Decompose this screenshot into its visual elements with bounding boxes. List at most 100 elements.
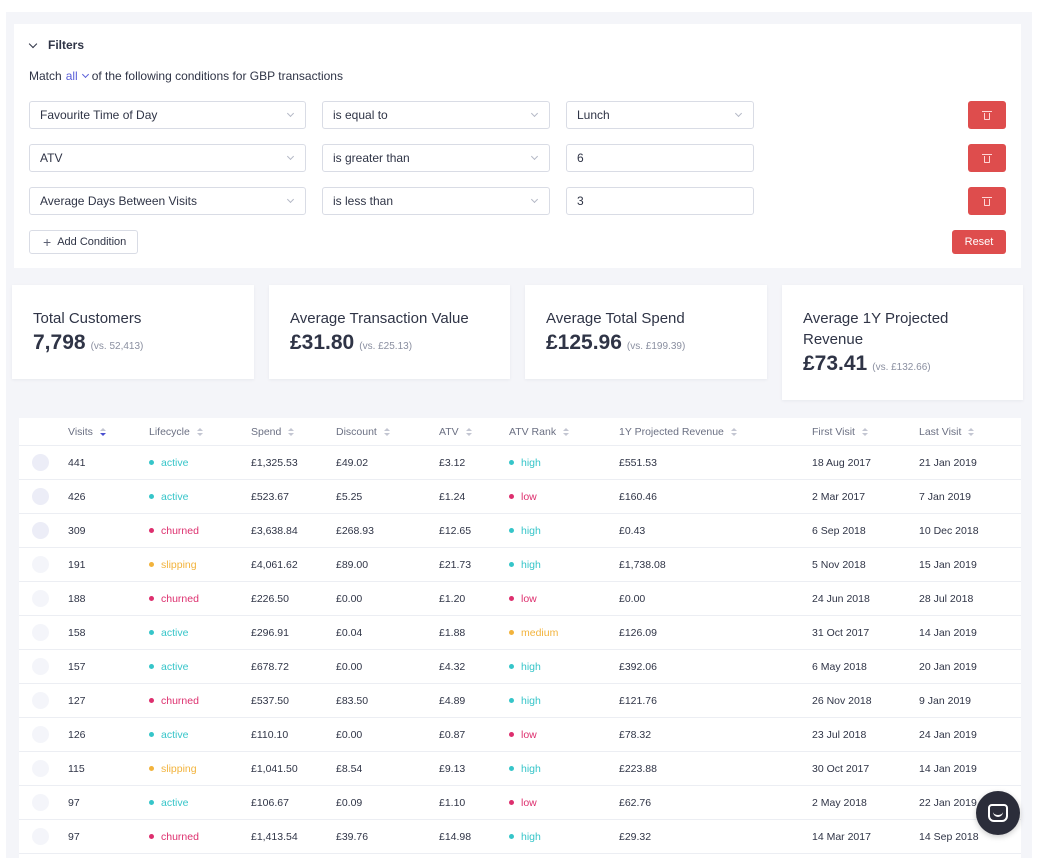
avatar [32,556,49,573]
cell-1y-projected-revenue: £551.53 [619,457,657,469]
table-row[interactable]: 426 active £523.67 £5.25 £1.24 low £160.46 2 Ma… [19,480,1021,514]
cell-atv-rank: high [509,457,541,469]
cell-first-visit: 14 Mar 2017 [812,831,871,843]
sort-icon [465,428,472,436]
cell-last-visit: 22 Jan 2019 [919,797,977,809]
column-header-visits[interactable]: Visits [68,426,106,438]
column-header-1y-projected-revenue[interactable]: 1Y Projected Revenue [619,426,737,438]
filters-toggle[interactable]: Filters [28,38,84,52]
table-row[interactable]: 115 slipping £1,041.50 £8.54 £9.13 high £223.8… [19,752,1021,786]
header-divider [19,445,1021,446]
table-row[interactable]: 97 active £106.67 £0.09 £1.10 low £62.76 2 May … [19,786,1021,820]
condition-field-select[interactable]: Favourite Time of Day [29,101,306,129]
column-header-spend[interactable]: Spend [251,426,295,438]
table-row[interactable]: 191 slipping £4,061.62 £89.00 £21.73 high £1,7… [19,548,1021,582]
lifecycle-badge: active [161,457,189,469]
table-row[interactable]: 158 active £296.91 £0.04 £1.88 medium £126.09 3… [19,616,1021,650]
table-row[interactable]: 126 active £110.10 £0.00 £0.87 low £78.32 23 Ju… [19,718,1021,752]
metric-card-average-transaction-value: Average Transaction Value £31.80 (vs. £2… [269,285,510,379]
condition-operator-text: is less than [333,194,394,208]
cell-1y-projected-revenue: £126.09 [619,627,657,639]
condition-field-select[interactable]: ATV [29,144,306,172]
column-header-label: Visits [68,426,93,438]
chevron-down-icon [286,152,295,161]
cell-1y-projected-revenue: £0.00 [619,593,646,605]
status-dot-icon [509,731,514,737]
column-header-lifecycle[interactable]: Lifecycle [149,426,203,438]
cell-atv-rank: high [509,661,541,673]
chevron-down-icon [530,195,539,204]
add-condition-label: Add Condition [57,236,127,248]
lifecycle-badge: active [161,729,189,741]
cell-first-visit: 23 Jul 2018 [812,729,867,741]
cell-discount: £8.54 [336,763,363,775]
lifecycle-badge: active [161,627,189,639]
avatar [32,624,49,641]
column-header-atv-rank[interactable]: ATV Rank [509,426,570,438]
cell-atv: £1.20 [439,593,466,605]
status-dot-icon [149,799,154,805]
metric-value: £125.96 [546,331,622,354]
avatar [32,522,49,539]
avatar [32,760,49,777]
status-dot-icon [149,697,154,703]
match-mode-dropdown[interactable]: all [66,69,89,83]
atv-rank-badge: low [521,797,537,809]
reset-button[interactable]: Reset [952,230,1006,254]
delete-condition-button[interactable] [968,101,1006,129]
chat-launcher-button[interactable] [976,791,1020,835]
cell-spend: £296.91 [251,627,289,639]
status-dot-icon [509,459,514,465]
table-row[interactable]: 441 active £1,325.53 £49.02 £3.12 high £551.53… [19,446,1021,480]
status-dot-icon [149,629,154,635]
delete-condition-button[interactable] [968,187,1006,215]
delete-condition-button[interactable] [968,144,1006,172]
table-row[interactable]: 188 churned £226.50 £0.00 £1.20 low £0.00 24 Ju… [19,582,1021,616]
lifecycle-badge: active [161,661,189,673]
cell-1y-projected-revenue: £392.06 [619,661,657,673]
column-header-first-visit[interactable]: First Visit [812,426,868,438]
table-row[interactable]: 157 active £678.72 £0.00 £4.32 high £392.06 6 M… [19,650,1021,684]
table-row[interactable]: 309 churned £3,638.84 £268.93 £12.65 high £0.4… [19,514,1021,548]
status-dot-icon [149,561,154,567]
cell-visits: 309 [68,525,86,537]
condition-field-select[interactable]: Average Days Between Visits [29,187,306,215]
cell-atv-rank: high [509,831,541,843]
column-header-label: 1Y Projected Revenue [619,426,724,438]
condition-value-input[interactable]: 6 [566,144,754,172]
condition-value-input[interactable]: 3 [566,187,754,215]
column-header-label: ATV Rank [509,426,557,438]
add-condition-button[interactable]: + Add Condition [29,230,138,254]
cell-lifecycle: active [149,661,188,673]
cell-discount: £0.00 [336,729,363,741]
avatar [32,794,49,811]
sort-icon [730,428,737,436]
cell-last-visit: 7 Jan 2019 [919,491,971,503]
status-dot-icon [149,459,154,465]
atv-rank-badge: high [521,661,541,673]
cell-atv: £9.13 [439,763,466,775]
condition-value-select[interactable]: Lunch [566,101,754,129]
cell-discount: £5.25 [336,491,363,503]
cell-atv-rank: medium [509,627,558,639]
cell-lifecycle: active [149,729,188,741]
column-header-atv[interactable]: ATV [439,426,472,438]
condition-operator-select[interactable]: is less than [322,187,550,215]
column-header-last-visit[interactable]: Last Visit [919,426,975,438]
status-dot-icon [509,629,514,635]
cell-last-visit: 24 Jan 2019 [919,729,977,741]
cell-last-visit: 28 Jul 2018 [919,593,974,605]
condition-operator-text: is equal to [333,108,388,122]
match-suffix: of the following conditions for GBP tran… [91,69,343,83]
cell-atv: £21.73 [439,559,472,571]
metric-card-average-1y-projected-revenue: Average 1Y Projected Revenue £73.41 (vs.… [782,285,1023,400]
table-row[interactable]: 97 churned £1,413.54 £39.76 £14.98 high £29.32… [19,820,1021,854]
cell-visits: 158 [68,627,86,639]
condition-operator-select[interactable]: is equal to [322,101,550,129]
table-row[interactable]: 127 churned £537.50 £83.50 £4.89 high £121.76 2… [19,684,1021,718]
cell-1y-projected-revenue: £223.88 [619,763,657,775]
condition-operator-select[interactable]: is greater than [322,144,550,172]
column-header-discount[interactable]: Discount [336,426,390,438]
cell-discount: £49.02 [336,457,369,469]
metric-value-line: 7,798 (vs. 52,413) [33,331,143,355]
